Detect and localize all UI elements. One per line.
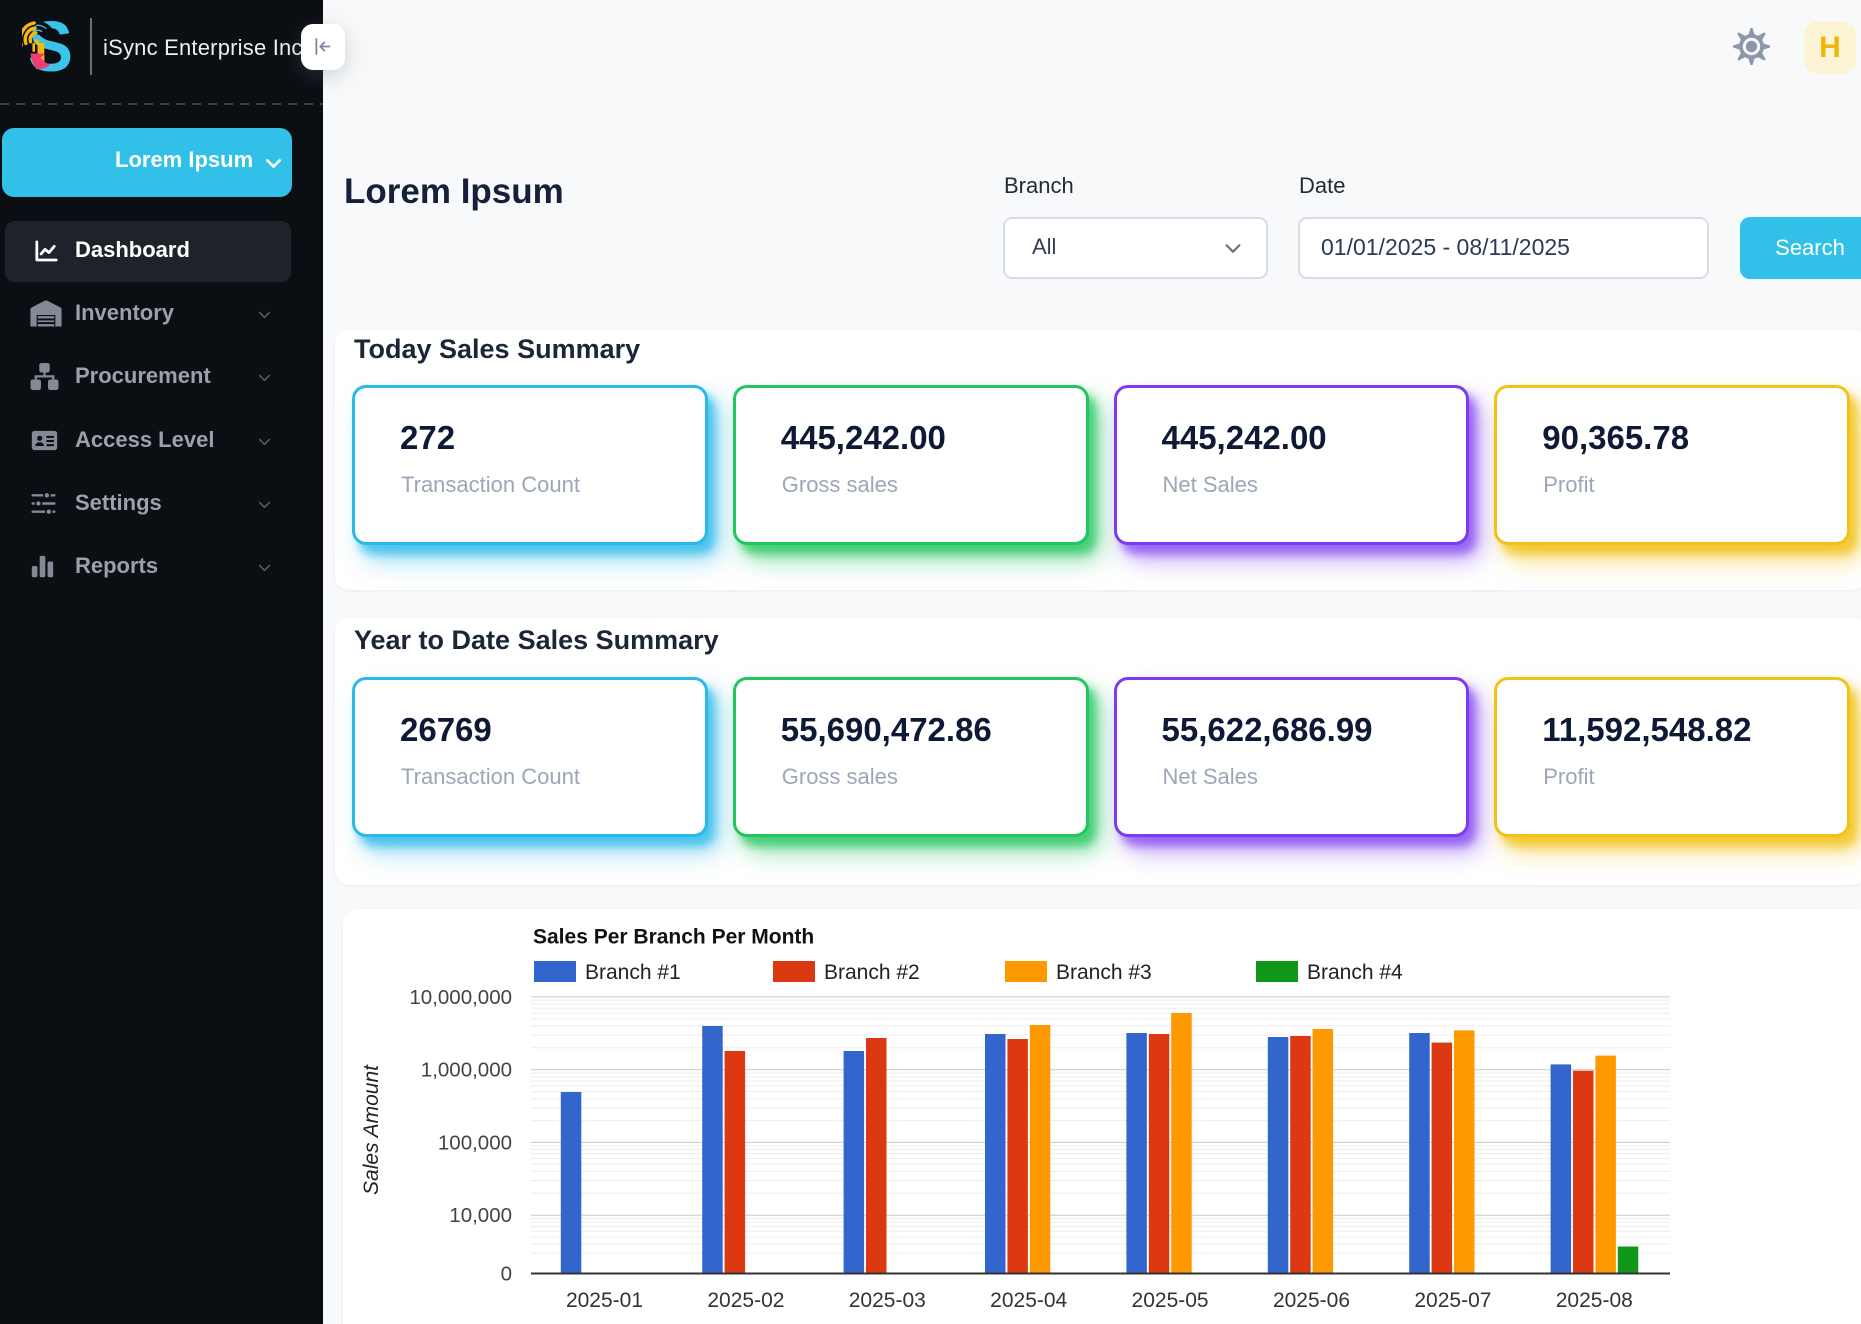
svg-text:Branch #4: Branch #4 — [1307, 961, 1403, 984]
svg-text:2025-01: 2025-01 — [566, 1289, 643, 1312]
svg-text:Sales Per Branch Per Month: Sales Per Branch Per Month — [533, 926, 814, 949]
svg-text:2025-07: 2025-07 — [1414, 1289, 1491, 1312]
svg-text:10,000,000: 10,000,000 — [409, 986, 512, 1009]
svg-text:Branch #2: Branch #2 — [824, 961, 920, 984]
svg-text:S: S — [28, 13, 73, 75]
svg-text:Branch #1: Branch #1 — [585, 961, 681, 984]
svg-text:Sales Amount: Sales Amount — [360, 1064, 383, 1195]
svg-text:2025-02: 2025-02 — [707, 1289, 784, 1312]
svg-text:2025-04: 2025-04 — [990, 1289, 1067, 1312]
svg-text:Branch #3: Branch #3 — [1056, 961, 1152, 984]
svg-text:1,000,000: 1,000,000 — [421, 1059, 512, 1082]
svg-text:100,000: 100,000 — [438, 1131, 512, 1154]
svg-text:2025-03: 2025-03 — [849, 1289, 926, 1312]
svg-text:0: 0 — [501, 1263, 512, 1286]
svg-text:2025-06: 2025-06 — [1273, 1289, 1350, 1312]
svg-text:2025-05: 2025-05 — [1132, 1289, 1209, 1312]
svg-text:10,000: 10,000 — [449, 1204, 512, 1227]
svg-text:2025-08: 2025-08 — [1556, 1289, 1633, 1312]
